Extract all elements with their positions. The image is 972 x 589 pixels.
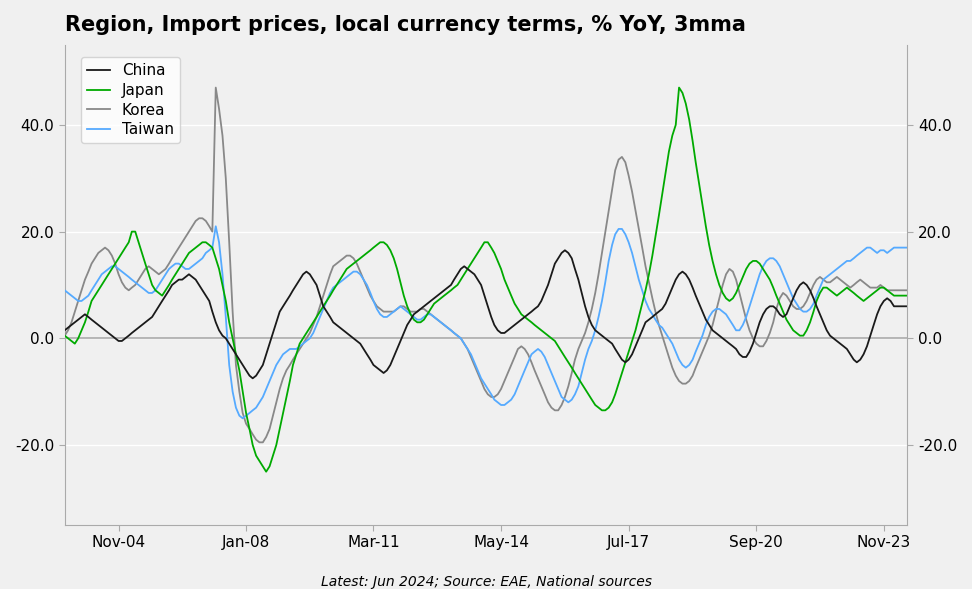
Line: Korea: Korea <box>65 88 907 442</box>
Text: Latest: Jun 2024; Source: EAE, National sources: Latest: Jun 2024; Source: EAE, National … <box>321 575 651 589</box>
Legend: China, Japan, Korea, Taiwan: China, Japan, Korea, Taiwan <box>81 57 180 143</box>
Line: Taiwan: Taiwan <box>65 226 907 418</box>
Line: China: China <box>65 250 907 378</box>
Text: Region, Import prices, local currency terms, % YoY, 3mma: Region, Import prices, local currency te… <box>65 15 746 35</box>
Line: Japan: Japan <box>65 88 907 472</box>
